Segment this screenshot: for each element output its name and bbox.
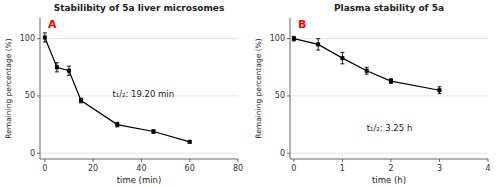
- grid-line: [40, 38, 238, 39]
- plot-area: [43, 33, 192, 144]
- line: [294, 39, 440, 91]
- error-bar: [365, 67, 369, 74]
- error-bar: [389, 79, 393, 84]
- error-cap: [437, 93, 441, 94]
- point: [292, 37, 296, 41]
- error-bar: [43, 33, 47, 42]
- error-bar: [340, 52, 344, 63]
- error-bar: [316, 39, 320, 50]
- error-cap: [437, 86, 441, 87]
- tick-label: 100: [20, 34, 35, 43]
- tick-label: 0: [291, 164, 296, 173]
- x-label: time (h): [372, 175, 406, 185]
- error-cap: [43, 32, 47, 33]
- tick-label: 2: [388, 164, 393, 173]
- tick-label: 100: [270, 34, 285, 43]
- point: [79, 99, 83, 103]
- y-label: Remaining percentage (%): [4, 38, 13, 138]
- point: [55, 65, 59, 69]
- error-cap: [340, 52, 344, 53]
- panel: 0 50 100 0 1 2 3 4 Plasma stability of 5a time (h…: [254, 3, 491, 185]
- x-label: time (min): [117, 175, 162, 185]
- point: [365, 69, 369, 73]
- y-axis: [290, 18, 291, 159]
- y-label: Remaining percentage (%): [254, 38, 263, 138]
- panel-label: B: [298, 18, 306, 31]
- point: [115, 123, 119, 127]
- point: [340, 56, 344, 60]
- title: Plasma stability of 5a: [334, 3, 444, 13]
- tick-label: 40: [136, 164, 146, 173]
- annotation: t₁/₂: 19.20 min: [112, 89, 174, 99]
- grid-line: [290, 153, 488, 154]
- point: [389, 79, 393, 83]
- point: [188, 140, 192, 144]
- line: [45, 37, 190, 141]
- error-cap: [316, 50, 320, 51]
- x-axis: [290, 159, 488, 160]
- panel: 0 50 100 0 20 40 60 80 Stabilibity of 5a liver m…: [4, 3, 243, 185]
- error-cap: [43, 42, 47, 43]
- point: [43, 35, 47, 39]
- grid-line: [290, 38, 488, 39]
- tick-label: 0: [280, 149, 285, 158]
- tick-label: 0: [42, 164, 47, 173]
- error-bar: [55, 63, 59, 72]
- tick-label: 20: [88, 164, 98, 173]
- grid-line: [290, 95, 488, 96]
- error-cap: [340, 63, 344, 64]
- point: [437, 88, 441, 92]
- error-cap: [365, 74, 369, 75]
- error-bar: [292, 36, 296, 41]
- tick-label: 3: [437, 164, 442, 173]
- error-bar: [79, 98, 83, 103]
- error-bar: [115, 122, 119, 127]
- point: [151, 129, 155, 133]
- error-cap: [316, 38, 320, 39]
- error-cap: [67, 75, 71, 76]
- chart: 050100020406080Stabilibity of 5a liver m…: [0, 0, 500, 187]
- grid-line: [40, 153, 238, 154]
- plot-area: [292, 36, 442, 93]
- y-axis: [40, 18, 41, 159]
- title: Stabilibity of 5a liver microsomes: [54, 3, 225, 13]
- point: [67, 69, 71, 73]
- tick-label: 60: [185, 164, 195, 173]
- error-cap: [365, 67, 369, 68]
- panel-label: A: [48, 18, 57, 31]
- tick-label: 80: [233, 164, 243, 173]
- tick-label: 50: [275, 91, 285, 100]
- tick-label: 4: [485, 164, 490, 173]
- x-axis: [40, 159, 238, 160]
- tick-label: 1: [340, 164, 345, 173]
- point: [316, 42, 320, 46]
- error-bar: [151, 130, 155, 133]
- error-cap: [55, 62, 59, 63]
- error-bar: [67, 66, 71, 75]
- error-bar: [188, 141, 192, 143]
- tick-label: 0: [30, 149, 35, 158]
- tick-label: 50: [25, 91, 35, 100]
- error-bar: [437, 87, 441, 94]
- error-cap: [55, 71, 59, 72]
- annotation: t₁/₂: 3.25 h: [367, 123, 413, 133]
- error-cap: [67, 66, 71, 67]
